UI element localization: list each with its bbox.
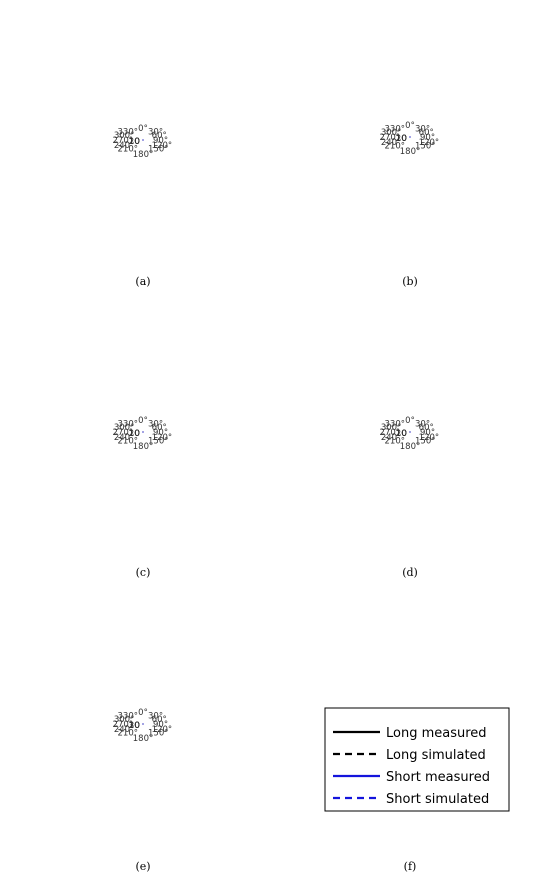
radial-tick-label-b: 10 (396, 134, 408, 144)
angle-tick-label-c: 270° (113, 428, 133, 438)
angle-tick-label-a: 270° (113, 136, 133, 146)
angle-tick-label-a: 120° (152, 141, 172, 151)
angle-tick-label-d: 30° (415, 419, 430, 429)
angle-tick-label-c: 120° (152, 433, 172, 443)
angle-tick-label-c: 0° (138, 416, 148, 426)
angle-tick-label-e: 210° (118, 729, 138, 739)
angle-tick-label-c: 300° (114, 423, 134, 433)
legend-label-short-simulated: Short simulated (386, 792, 489, 807)
angle-tick-label-e: 0° (138, 708, 148, 718)
radial-tick-label-b: -20 (392, 134, 407, 144)
radial-tick-label-c: 10 (129, 429, 141, 439)
angle-tick-label-e: 60° (152, 715, 167, 725)
angle-tick-label-c: 330° (118, 419, 138, 429)
angle-tick-label-a: 240° (114, 141, 134, 151)
angle-tick-label-d: 90° (420, 428, 435, 438)
radial-tick-label-e: -10 (125, 721, 140, 731)
radial-tick-label-a: -10 (125, 137, 140, 147)
radial-tick-label-e: -20 (125, 721, 140, 731)
angle-tick-label-e: 240° (114, 725, 134, 735)
radial-tick-label-d: 10 (396, 429, 408, 439)
angle-tick-label-e: 120° (152, 725, 172, 735)
legend-label-short-measured: Short measured (386, 770, 490, 785)
caption-d: (d) (402, 566, 418, 579)
angle-tick-label-a: 210° (118, 145, 138, 155)
angle-tick-label-a: 330° (118, 127, 138, 137)
caption-c: (c) (136, 566, 151, 579)
angle-tick-label-a: 30° (148, 127, 163, 137)
angle-tick-label-a: 180° (133, 150, 153, 160)
caption-b: (b) (402, 275, 418, 288)
polar-plot-e: -30-20-100 0° 30°60°90°120°150°180°210°240… (113, 708, 173, 873)
angle-tick-label-d: 240° (381, 433, 401, 443)
legend-box (324, 707, 510, 812)
angle-tick-label-c: 180° (133, 442, 153, 452)
angle-tick-label-b: 240° (381, 138, 401, 148)
radial-tick-label-b: 0 (401, 134, 407, 144)
angle-tick-label-e: 270° (113, 720, 133, 730)
angle-tick-label-e: 300° (114, 715, 134, 725)
angle-tick-label-e: 90° (153, 720, 168, 730)
legend-label-long-measured: Long measured (386, 726, 487, 741)
radial-tick-label-e: 0 (134, 721, 140, 731)
angle-tick-label-b: 120° (419, 138, 439, 148)
angle-tick-label-b: 270° (380, 133, 400, 143)
angle-tick-label-e: 330° (118, 711, 138, 721)
angle-tick-label-d: 60° (419, 423, 434, 433)
angle-tick-label-a: 300° (114, 131, 134, 141)
radial-tick-label-d: -20 (392, 429, 407, 439)
caption-a: (a) (135, 275, 150, 288)
radial-tick-label-d: -10 (392, 429, 407, 439)
radial-tick-label-a: 10 (129, 137, 141, 147)
angle-tick-label-e: 150° (148, 729, 168, 739)
angle-tick-label-a: 90° (153, 136, 168, 146)
radial-tick-label-c: -10 (125, 429, 140, 439)
angle-tick-label-a: 60° (152, 131, 167, 141)
angle-tick-label-d: 300° (381, 423, 401, 433)
angle-tick-label-d: 180° (400, 442, 420, 452)
angle-tick-label-b: 210° (385, 142, 405, 152)
angle-tick-label-c: 30° (148, 419, 163, 429)
angle-tick-label-e: 180° (133, 734, 153, 744)
angle-tick-label-e: 30° (148, 711, 163, 721)
angle-tick-label-c: 210° (118, 437, 138, 447)
angle-tick-label-b: 300° (381, 128, 401, 138)
angle-tick-label-b: 60° (419, 128, 434, 138)
angle-tick-label-b: 150° (415, 142, 435, 152)
radial-tick-label-c: 0 (134, 429, 140, 439)
radial-tick-label-a: -20 (125, 137, 140, 147)
radial-tick-label-b: -10 (392, 134, 407, 144)
angle-tick-label-d: 210° (385, 437, 405, 447)
caption-f: (f) (404, 860, 417, 873)
legend: Long measured Long simulated Short measu… (324, 707, 510, 812)
angle-tick-label-c: 60° (152, 423, 167, 433)
angle-tick-label-c: 90° (153, 428, 168, 438)
angle-tick-label-b: 30° (415, 124, 430, 134)
radial-tick-label-c: -20 (125, 429, 140, 439)
angle-tick-label-b: 330° (385, 124, 405, 134)
angle-tick-label-c: 240° (114, 433, 134, 443)
angle-tick-label-d: 270° (380, 428, 400, 438)
radial-tick-label-a: 0 (134, 137, 140, 147)
radial-tick-label-d: 0 (401, 429, 407, 439)
angle-tick-label-d: 0° (405, 416, 415, 426)
angle-tick-label-b: 90° (420, 133, 435, 143)
angle-tick-label-c: 150° (148, 437, 168, 447)
angle-tick-label-a: 0° (138, 124, 148, 134)
angle-tick-label-b: 180° (400, 147, 420, 157)
legend-label-long-simulated: Long simulated (386, 748, 486, 763)
caption-e: (e) (135, 860, 150, 873)
radial-tick-label-e: -30 (125, 721, 140, 731)
angle-tick-label-d: 150° (415, 437, 435, 447)
angle-tick-label-a: 150° (148, 145, 168, 155)
angle-tick-label-d: 120° (419, 433, 439, 443)
angle-tick-label-d: 330° (385, 419, 405, 429)
angle-tick-label-b: 0° (405, 121, 415, 131)
